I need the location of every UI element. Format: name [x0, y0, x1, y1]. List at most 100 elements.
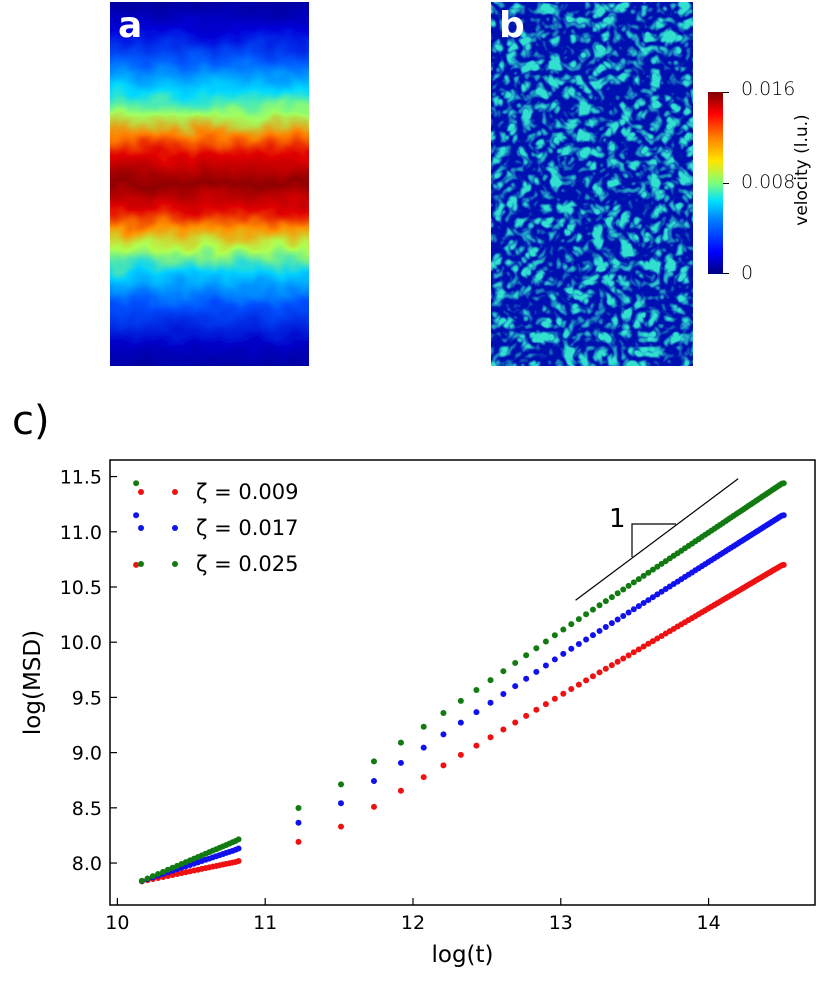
colorbar-tick-label: 0 [741, 262, 754, 284]
data-point-green [420, 723, 427, 730]
data-point-blue [635, 603, 642, 610]
data-point-green [630, 579, 637, 586]
slope-reference-line [575, 478, 739, 601]
y-tick-label: 10.5 [60, 577, 102, 599]
data-point-green [440, 709, 447, 716]
data-point-green [608, 594, 615, 601]
data-point-red [500, 726, 507, 733]
slope-label: 1 [609, 504, 626, 534]
plot-frame [109, 459, 816, 906]
data-point-red [614, 658, 621, 665]
colorbar-tick-mark [723, 92, 729, 93]
data-point-green [602, 598, 609, 605]
data-point-blue [654, 591, 661, 598]
x-tick-label: 13 [549, 912, 573, 934]
data-point-blue [542, 662, 549, 669]
data-point-green [583, 611, 590, 618]
x-tick-label: 10 [105, 912, 129, 934]
data-point-green [645, 569, 652, 576]
data-point-red [295, 838, 302, 845]
velocity-field-a-svg [110, 2, 309, 366]
data-point-red [560, 690, 567, 697]
data-point-blue [602, 623, 609, 630]
legend-marker-green [172, 561, 178, 567]
data-point-blue [620, 612, 627, 619]
data-point-blue [337, 800, 344, 807]
data-point-blue [608, 620, 615, 627]
data-point-blue [630, 606, 637, 613]
data-point-green [596, 602, 603, 609]
data-point-red [370, 803, 377, 810]
data-point-green [133, 480, 140, 487]
data-point-red [133, 561, 140, 568]
data-point-green [144, 875, 151, 882]
data-point-red [169, 871, 176, 878]
data-point-red [542, 701, 549, 708]
data-point-blue [473, 709, 480, 716]
data-point-red [457, 751, 464, 758]
velocity-field-b-svg [491, 2, 693, 366]
data-point-blue [583, 636, 590, 643]
data-point-green [649, 566, 656, 573]
data-point-green [155, 870, 162, 877]
data-point-blue [596, 627, 603, 634]
data-point-green [568, 621, 575, 628]
data-point-green [614, 590, 621, 597]
data-point-green [457, 697, 464, 704]
y-tick-label: 11.5 [60, 467, 102, 489]
data-point-green [500, 668, 507, 675]
data-point-blue [487, 699, 494, 706]
data-point-blue [614, 616, 621, 623]
data-point-green [149, 873, 156, 880]
data-point-green [235, 836, 242, 843]
colorbar-tick-label: 0.016 [741, 78, 796, 100]
colorbar-tick-mark [723, 273, 729, 274]
data-point-green [560, 626, 567, 633]
data-point-red [602, 665, 609, 672]
data-point-blue [589, 632, 596, 639]
data-point-green [533, 645, 540, 652]
data-point-red [640, 643, 647, 650]
y-tick-label: 10.0 [60, 632, 102, 654]
data-point-red [608, 662, 615, 669]
y-axis-label: log(MSD) [20, 630, 46, 735]
data-point-green [164, 866, 171, 873]
data-point-red [620, 655, 627, 662]
data-point-blue [370, 778, 377, 785]
data-point-green [512, 659, 519, 666]
legend-label-blue: ζ = 0.017 [196, 516, 299, 540]
panel-c-label: c) [12, 398, 50, 444]
data-point-red [645, 640, 652, 647]
data-point-blue [551, 656, 558, 663]
legend-label-green: ζ = 0.025 [196, 552, 299, 576]
x-tick-label: 12 [401, 912, 425, 934]
data-point-blue [420, 744, 427, 751]
data-point-blue [575, 641, 582, 648]
y-tick-label: 9.5 [72, 687, 102, 709]
data-point-red [551, 695, 558, 702]
data-point-blue [523, 675, 530, 682]
data-point-green [160, 868, 167, 875]
data-point-red [635, 646, 642, 653]
data-point-green [620, 586, 627, 593]
data-point-red [420, 774, 427, 781]
data-point-red [397, 787, 404, 794]
colorbar-tick-mark [723, 183, 729, 184]
data-point-red [630, 649, 637, 656]
data-point-green [370, 758, 377, 765]
data-point-red [568, 686, 575, 693]
legend-label-red: ζ = 0.009 [196, 480, 299, 504]
velocity-field-image-b: b [491, 2, 693, 366]
data-point-blue [533, 668, 540, 675]
data-point-blue [512, 683, 519, 690]
velocity-field-image-a: a [110, 2, 309, 366]
data-point-blue [625, 609, 632, 616]
y-tick-label: 8.5 [72, 798, 102, 820]
data-point-blue [440, 731, 447, 738]
data-point-red [473, 742, 480, 749]
data-point-red [575, 681, 582, 688]
data-point-blue [500, 691, 507, 698]
panel-a-label: a [118, 5, 143, 46]
panel-b-label: b [499, 5, 525, 46]
